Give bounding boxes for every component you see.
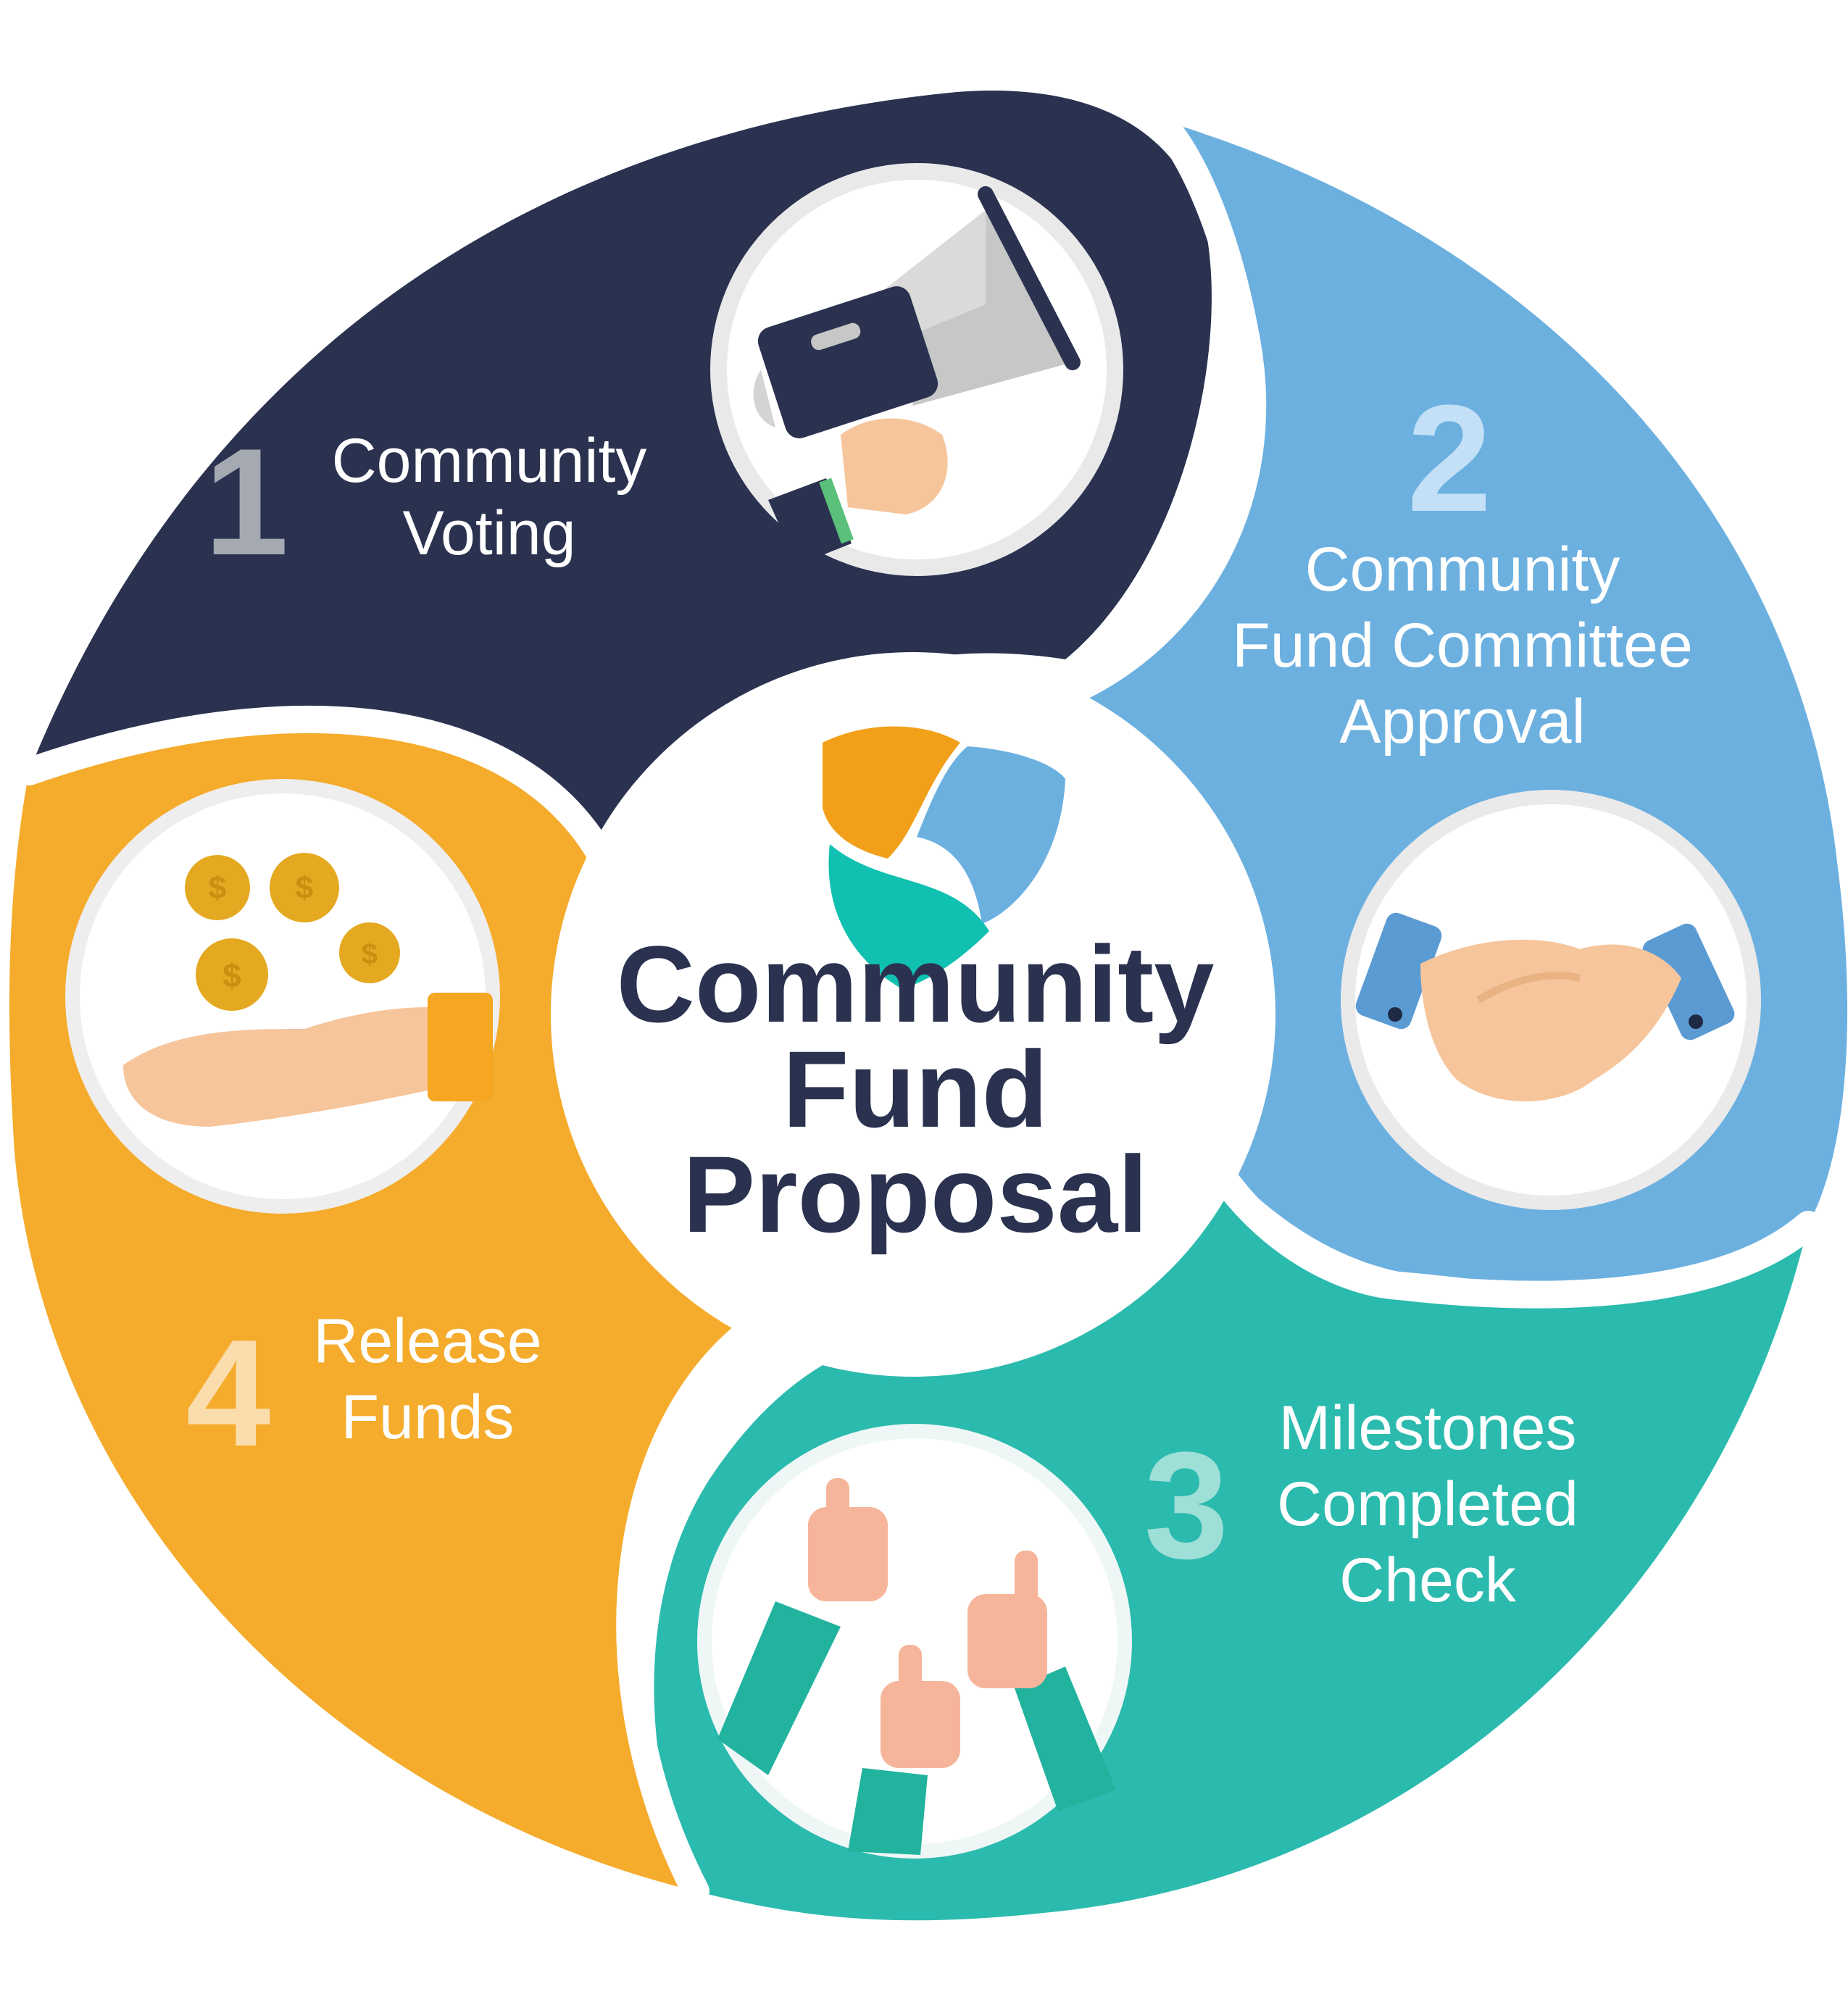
step-number-2: 2 (1407, 373, 1492, 543)
svg-text:$: $ (362, 938, 378, 970)
step-label-2: Community Fund Committee Approval (1232, 535, 1693, 756)
svg-text:$: $ (222, 956, 241, 994)
coins-hand-icon: $ $ $ $ (65, 779, 500, 1214)
svg-text:Fund Committee: Fund Committee (1232, 611, 1693, 680)
svg-text:Check: Check (1339, 1546, 1517, 1615)
step-number-4: 4 (186, 1308, 271, 1478)
svg-text:Milestones: Milestones (1278, 1393, 1576, 1463)
svg-text:Completed: Completed (1277, 1469, 1578, 1539)
svg-text:Voting: Voting (402, 499, 575, 568)
center-title-line-3: Proposal (683, 1133, 1148, 1255)
center-title: Community Fund Proposal (617, 923, 1215, 1255)
svg-text:Community: Community (332, 426, 647, 496)
svg-text:Release: Release (313, 1306, 542, 1376)
center-title-line-2: Fund (783, 1028, 1049, 1150)
segment-separators (15, 106, 1822, 1905)
svg-text:$: $ (296, 870, 313, 906)
thumbs-up-icon (697, 1424, 1132, 1859)
center-title-line-1: Community (617, 923, 1215, 1045)
nem-shield-logo-icon (823, 726, 1065, 989)
handshake-icon (1341, 790, 1761, 1210)
svg-text:$: $ (209, 870, 226, 906)
center-disc (551, 652, 1275, 1377)
svg-text:Funds: Funds (341, 1383, 514, 1452)
step-label-3: Milestones Completed Check (1277, 1393, 1578, 1615)
step-number-1: 1 (204, 417, 289, 587)
step-label-1: Community Voting (332, 426, 647, 568)
step-number-3: 3 (1144, 1420, 1229, 1590)
svg-text:Approval: Approval (1339, 687, 1585, 756)
megaphone-icon (710, 163, 1123, 576)
step-label-4: Release Funds (313, 1306, 542, 1452)
svg-text:Community: Community (1305, 535, 1620, 604)
